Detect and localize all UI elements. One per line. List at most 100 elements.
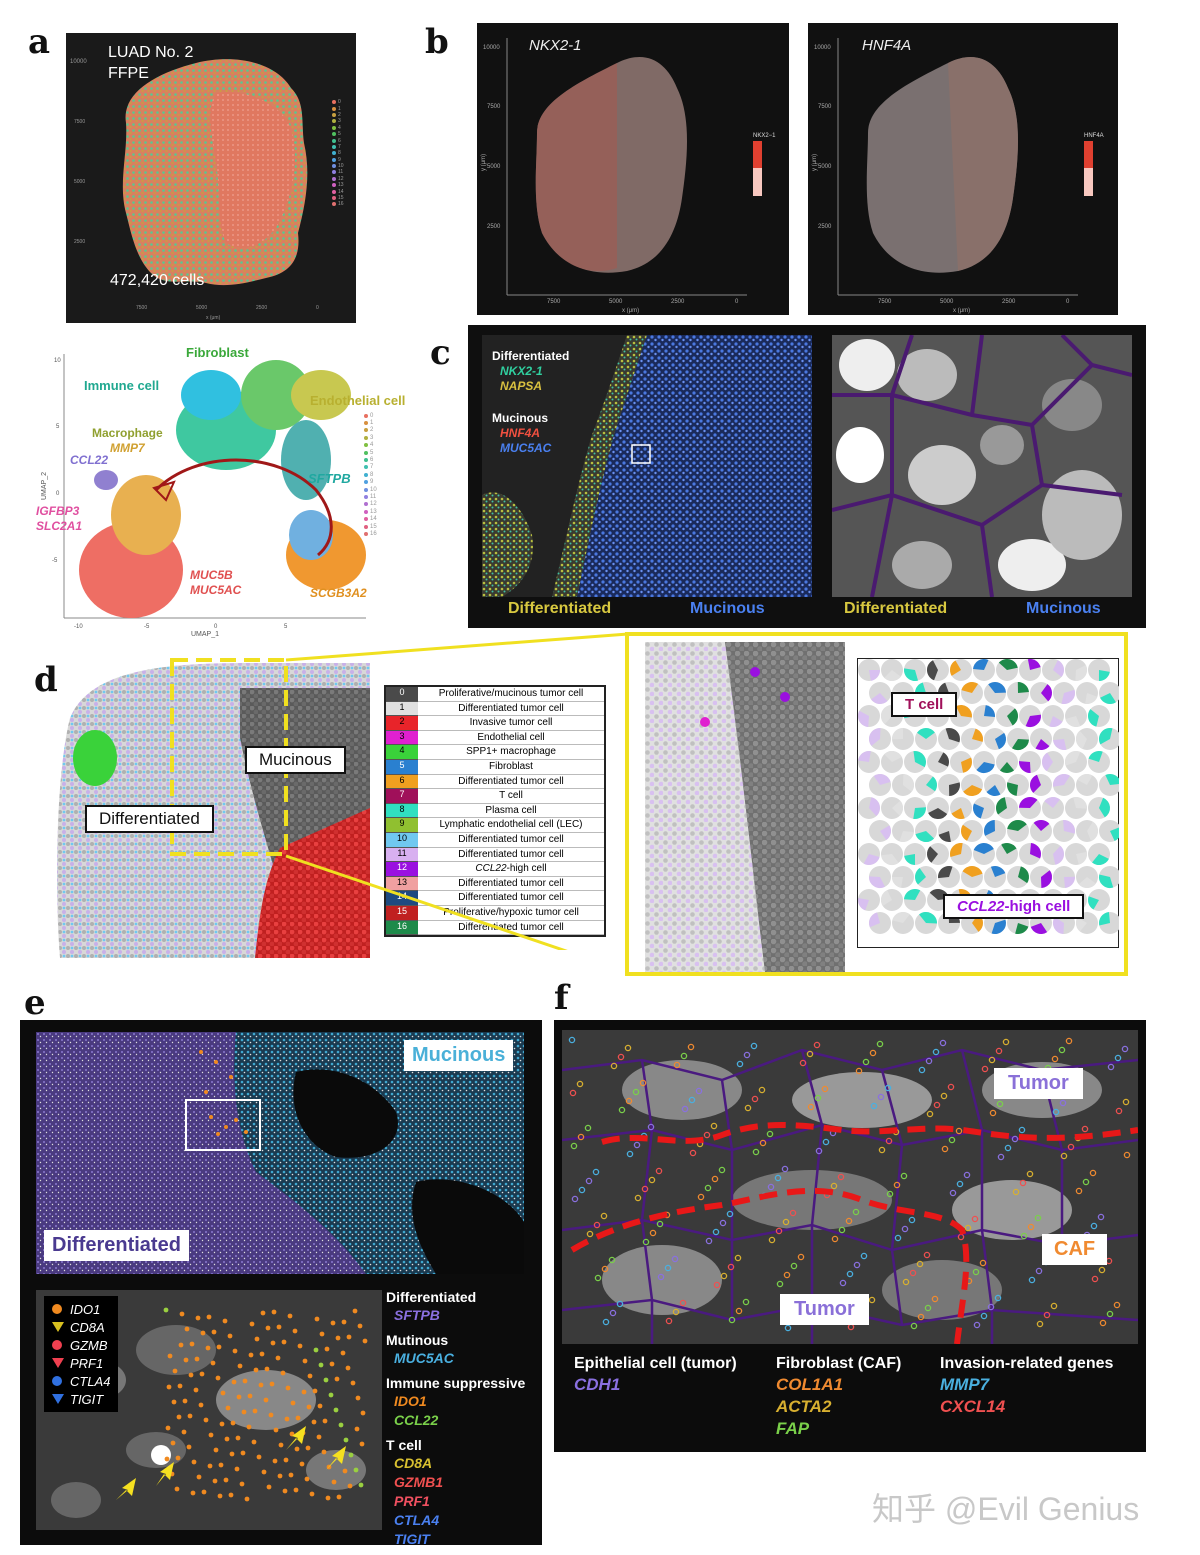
expression-dot — [752, 1148, 760, 1156]
panel-f-container: Tumor CAF Tumor Epithelial cell (tumor) C… — [554, 1020, 1146, 1452]
expression-dot — [830, 1182, 838, 1190]
expression-dot — [293, 1487, 299, 1493]
expression-dot — [273, 1427, 279, 1433]
expression-dot — [195, 1315, 201, 1321]
expression-dot — [1018, 1126, 1026, 1134]
expression-dot — [325, 1495, 331, 1501]
expression-dot — [837, 1173, 845, 1181]
pie-slice — [1110, 827, 1119, 841]
umap-y-label: UMAP_2 — [41, 472, 48, 500]
expression-dot — [720, 1272, 728, 1280]
pie-slice — [892, 876, 903, 888]
svg-text:2500: 2500 — [487, 224, 501, 230]
pie-slice — [915, 868, 926, 885]
expression-dot — [1012, 1188, 1020, 1196]
pie-slice — [881, 854, 899, 865]
pie-slice — [961, 682, 979, 693]
expression-dot — [235, 1435, 241, 1441]
expression-dot — [671, 1255, 679, 1263]
cluster-legend-label: 16 — [370, 530, 377, 537]
legend-row: 14 Differentiated tumor cell — [386, 891, 604, 906]
pie-slice — [961, 757, 972, 773]
expression-dot — [1050, 1302, 1058, 1310]
expression-dot — [838, 1226, 846, 1234]
expression-dot — [321, 1449, 327, 1455]
expression-dot — [266, 1484, 272, 1490]
pie-slice — [1105, 774, 1119, 785]
pie-slice — [1092, 854, 1109, 865]
panel-b-hnf4a-map: 10000 7500 5000 2500 7500 5000 2500 0 x … — [808, 23, 1118, 315]
svg-text:7500: 7500 — [878, 299, 892, 305]
expression-dot — [775, 1227, 783, 1235]
pie-slice — [1019, 797, 1038, 808]
legend-row: 8 Plasma cell — [386, 803, 604, 819]
svg-text:5000: 5000 — [818, 164, 832, 170]
cluster-legend-swatch — [332, 132, 336, 137]
pie-slice — [1065, 716, 1081, 727]
cluster-legend-label: 6 — [338, 137, 341, 144]
expression-dot — [1043, 1311, 1051, 1319]
cluster-legend-swatch — [332, 176, 336, 181]
expression-dot — [571, 1195, 579, 1203]
expression-dot — [265, 1325, 271, 1331]
expression-dot — [312, 1388, 318, 1394]
expression-dot — [260, 1310, 266, 1316]
expression-dot — [213, 1447, 219, 1453]
panel-d-zoom-hex — [645, 642, 845, 972]
pie-slice — [988, 682, 1006, 693]
expression-dot — [947, 1083, 955, 1091]
expression-dot — [987, 1303, 995, 1311]
expression-dot — [318, 1362, 324, 1368]
panel-c-bottom-right: Mucinous — [690, 600, 765, 617]
expression-dot — [191, 1459, 197, 1465]
panel-d-zoom-frame: T cell CCL22-high cell — [625, 632, 1128, 976]
expression-dot — [705, 1237, 713, 1245]
expression-dot — [254, 1336, 260, 1342]
pie-slice — [949, 782, 960, 796]
svg-text:0: 0 — [214, 624, 218, 630]
marker-legend-label: CTLA4 — [70, 1373, 111, 1389]
legend-swatch: 14 — [386, 891, 418, 906]
pie-slice — [1099, 797, 1110, 818]
expression-dot — [171, 1399, 177, 1405]
expression-dot — [642, 1238, 650, 1246]
cluster-legend-label: 0 — [370, 412, 374, 419]
cluster-legend-swatch — [364, 413, 368, 418]
panel-e-container: Mucinous Differentiated IDO1 CD8A GZMB PRF1… — [20, 1020, 542, 1547]
expression-dot — [713, 1281, 721, 1289]
pie-slice — [869, 797, 880, 817]
expression-dot — [634, 1194, 642, 1202]
expression-dot — [665, 1317, 673, 1325]
expression-dot — [276, 1324, 282, 1330]
expression-dot — [323, 1377, 329, 1383]
expression-dot — [704, 1184, 712, 1192]
pie-slice — [858, 751, 871, 762]
marker-legend-entry: TIGIT — [52, 1390, 110, 1408]
expression-dot — [956, 1180, 964, 1188]
pie-slice — [973, 843, 994, 854]
expression-dot — [894, 1234, 902, 1242]
expression-dot — [211, 1329, 217, 1335]
expression-dot — [1089, 1169, 1097, 1177]
cluster-legend-swatch — [364, 472, 368, 477]
panel-d-tcell-tag: T cell — [891, 692, 958, 717]
pie-slice — [863, 854, 880, 865]
cluster-legend-swatch — [364, 428, 368, 433]
expression-dot — [997, 1153, 1005, 1161]
expression-dot — [972, 1268, 980, 1276]
legend-swatch: 13 — [386, 876, 418, 892]
expression-dot — [225, 1405, 231, 1411]
panel-f-tumor-top: Tumor — [994, 1068, 1083, 1099]
expression-dot — [1028, 1276, 1036, 1284]
expression-dot — [594, 1274, 602, 1282]
pie-slice — [961, 824, 972, 841]
expression-dot — [964, 1224, 972, 1232]
expression-dot — [807, 1103, 815, 1111]
pie-slice — [1033, 820, 1050, 831]
expression-dot — [980, 1312, 988, 1320]
gene-group-header: Fibroblast (CAF) — [776, 1355, 902, 1372]
umap-plot: 10 5 0 -5 -10 -5 0 5 UMAP_1 UMAP_2 — [41, 354, 366, 638]
panel-letter-b: b — [425, 22, 449, 62]
panel-d-mucinous-tag: Mucinous — [245, 746, 346, 774]
